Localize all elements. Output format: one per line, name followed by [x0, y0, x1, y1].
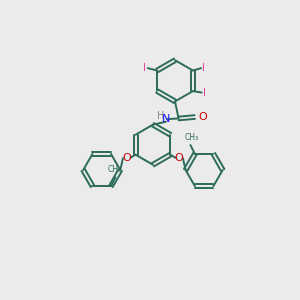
- Text: I: I: [143, 63, 146, 73]
- Text: I: I: [202, 63, 205, 73]
- Text: I: I: [203, 88, 206, 98]
- Text: O: O: [198, 112, 207, 122]
- Text: CH₃: CH₃: [107, 165, 122, 174]
- Text: O: O: [122, 153, 131, 163]
- Text: N: N: [162, 114, 170, 124]
- Text: CH₃: CH₃: [184, 133, 198, 142]
- Text: H: H: [157, 111, 165, 121]
- Text: O: O: [175, 153, 184, 163]
